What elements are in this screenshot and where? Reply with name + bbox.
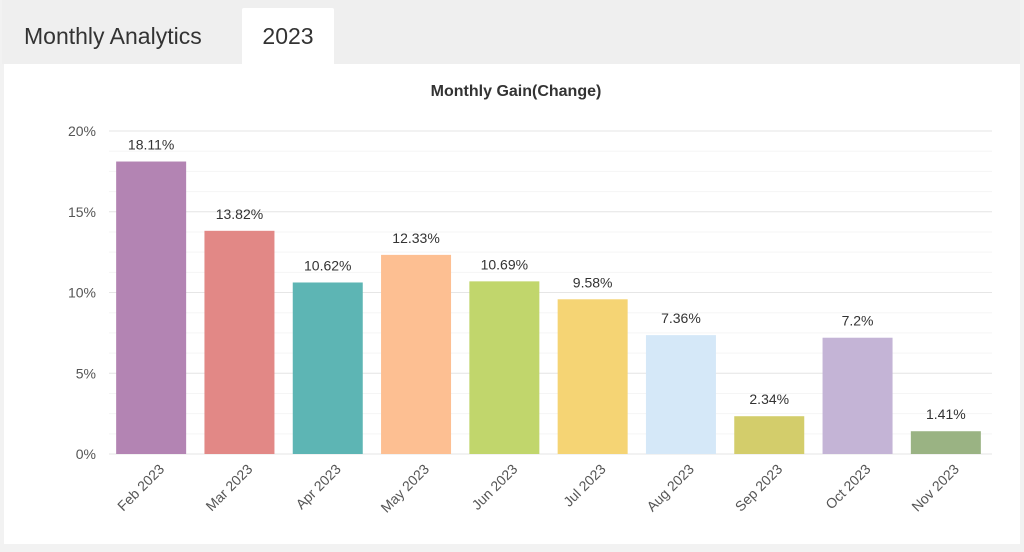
bar	[910, 431, 981, 454]
chart-card: Monthly Gain(Change) 0% 5% 10% 15% 20% 18.11…	[4, 64, 1020, 544]
bar	[204, 230, 275, 454]
bar	[822, 337, 893, 454]
x-tick-label: Feb 2023	[114, 461, 167, 514]
data-label: 10.62%	[304, 257, 351, 273]
bar	[381, 254, 452, 454]
x-tick-label: Jun 2023	[468, 461, 520, 513]
data-label: 2.34%	[749, 391, 789, 407]
x-tick-label: Mar 2023	[202, 461, 255, 514]
bars	[116, 161, 981, 454]
y-tick-label: 5%	[76, 365, 96, 381]
x-tick-label: Aug 2023	[643, 461, 697, 515]
bar	[557, 299, 628, 454]
chart-title: Monthly Gain(Change)	[431, 83, 602, 100]
x-tick-label: Oct 2023	[822, 461, 874, 513]
bar	[734, 416, 805, 454]
data-label: 13.82%	[216, 206, 263, 222]
x-tick-label: Jul 2023	[560, 461, 609, 510]
tab-monthly-analytics[interactable]: Monthly Analytics	[24, 23, 202, 49]
data-label: 7.2%	[842, 313, 874, 329]
bar	[116, 161, 187, 454]
y-tick-label: 0%	[76, 446, 96, 462]
x-tick-label: Nov 2023	[908, 461, 962, 515]
y-tick-label: 20%	[68, 123, 96, 139]
data-label: 18.11%	[128, 137, 174, 153]
data-labels: 18.11% 13.82% 10.62% 12.33% 10.69% 9.58% 7.36%…	[128, 137, 966, 423]
data-label: 12.33%	[392, 230, 439, 246]
x-tick-label: May 2023	[377, 461, 432, 516]
data-label: 10.69%	[481, 256, 528, 272]
monthly-gain-chart: Monthly Gain(Change) 0% 5% 10% 15% 20% 18.11…	[68, 83, 992, 516]
bar	[469, 281, 540, 454]
data-label: 7.36%	[661, 310, 701, 326]
data-label: 9.58%	[573, 274, 613, 290]
y-tick-label: 10%	[68, 285, 96, 301]
y-tick-label: 15%	[68, 204, 96, 220]
y-axis-ticks: 0% 5% 10% 15% 20%	[68, 123, 96, 462]
tab-2023[interactable]: 2023	[242, 8, 334, 64]
bar	[645, 335, 716, 454]
x-axis-ticks: Feb 2023 Mar 2023 Apr 2023 May 2023 Jun 2023…	[114, 461, 962, 516]
x-tick-label: Sep 2023	[732, 461, 786, 515]
bar	[292, 282, 363, 454]
tab-bar: Monthly Analytics 2023	[2, 0, 1020, 64]
x-tick-label: Apr 2023	[292, 461, 344, 513]
data-label: 1.41%	[926, 406, 966, 422]
